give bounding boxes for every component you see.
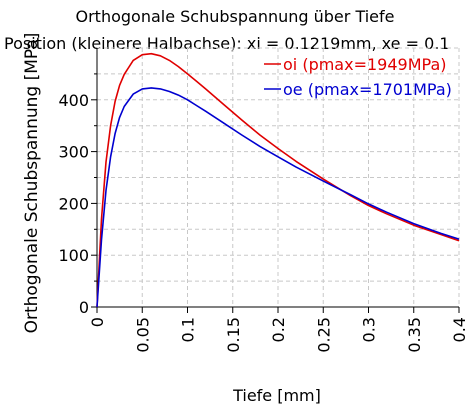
x-tick-label: 0.2 <box>269 317 288 342</box>
x-tick-label: 0.3 <box>360 317 379 342</box>
x-tick-label: 0.05 <box>133 317 152 353</box>
x-tick-label: 0.15 <box>224 317 243 353</box>
y-tick-label: 0 <box>79 298 89 317</box>
legend: oi (pmax=1949MPa) oe (pmax=1701MPa) <box>264 55 452 99</box>
x-tick-label: 0 <box>88 317 107 327</box>
series-line-0 <box>96 52 460 308</box>
x-tick-label: 0.25 <box>314 317 333 353</box>
x-tick-label: 0.35 <box>405 317 424 353</box>
x-tick-label: 0.4 <box>450 317 469 342</box>
y-axis: 0 100 200 300 400 <box>58 48 98 317</box>
x-axis-label: Tiefe [mm] <box>232 386 321 405</box>
y-tick-label: 400 <box>58 91 89 110</box>
chart-title: Orthogonale Schubspannung über Tiefe <box>76 7 395 26</box>
y-tick-label: 200 <box>58 194 89 213</box>
y-tick-label: 300 <box>58 143 89 162</box>
legend-label-0: oi (pmax=1949MPa) <box>283 55 446 74</box>
series-line-1 <box>96 87 460 308</box>
x-axis: 0 0.05 0.1 0.15 0.2 0.25 0.3 0.35 0.4 <box>88 306 469 353</box>
x-tick-label: 0.1 <box>179 317 198 342</box>
grid <box>97 47 460 307</box>
y-tick-label: 100 <box>58 246 89 265</box>
chart-subtitle: Position (kleinere Halbachse): xi = 0.12… <box>4 34 450 53</box>
legend-label-1: oe (pmax=1701MPa) <box>283 80 452 99</box>
y-axis-label: Orthogonale Schubspannung [MPa] <box>22 33 42 334</box>
series-lines <box>96 52 460 308</box>
